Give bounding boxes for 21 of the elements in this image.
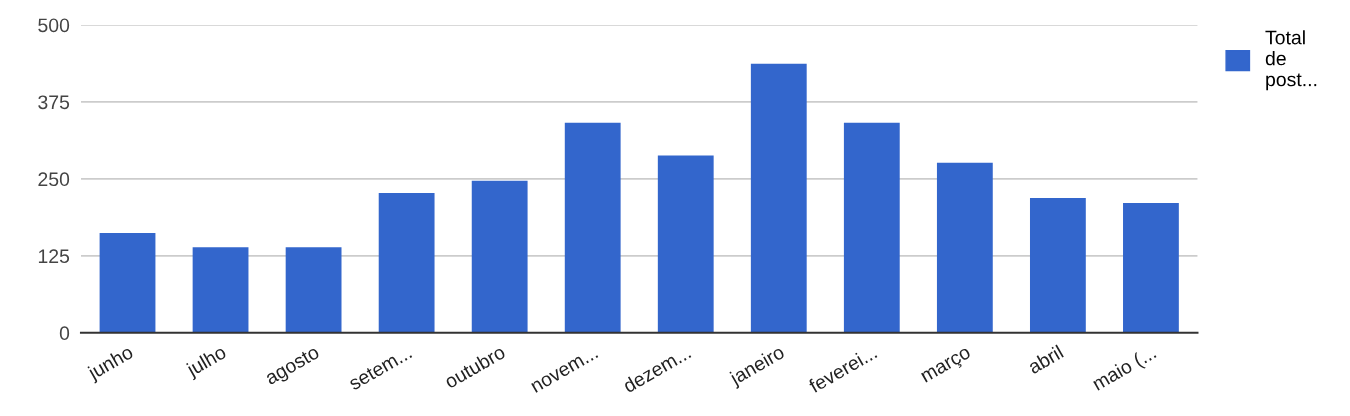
y-tick-label: 125	[38, 249, 70, 264]
y-tick-label: 375	[38, 95, 70, 110]
x-tick-label: maio (...	[1091, 344, 1159, 395]
bar	[1123, 202, 1179, 333]
x-tick-label: abril	[1026, 344, 1064, 375]
bar	[192, 247, 249, 333]
bar	[285, 247, 342, 333]
y-tick-label: 500	[38, 18, 70, 33]
bar	[99, 233, 156, 333]
bar	[564, 122, 621, 333]
x-tick-label: julho	[184, 344, 229, 381]
bar	[750, 63, 807, 333]
bar	[936, 162, 993, 333]
bar	[378, 193, 435, 333]
bar	[843, 122, 900, 333]
legend-label: Total de post...	[1265, 30, 1317, 91]
bar	[1029, 197, 1086, 333]
y-tick-label: 250	[38, 172, 70, 187]
y-tick-label: 0	[59, 326, 70, 341]
bar	[471, 180, 528, 333]
bar	[657, 155, 714, 333]
